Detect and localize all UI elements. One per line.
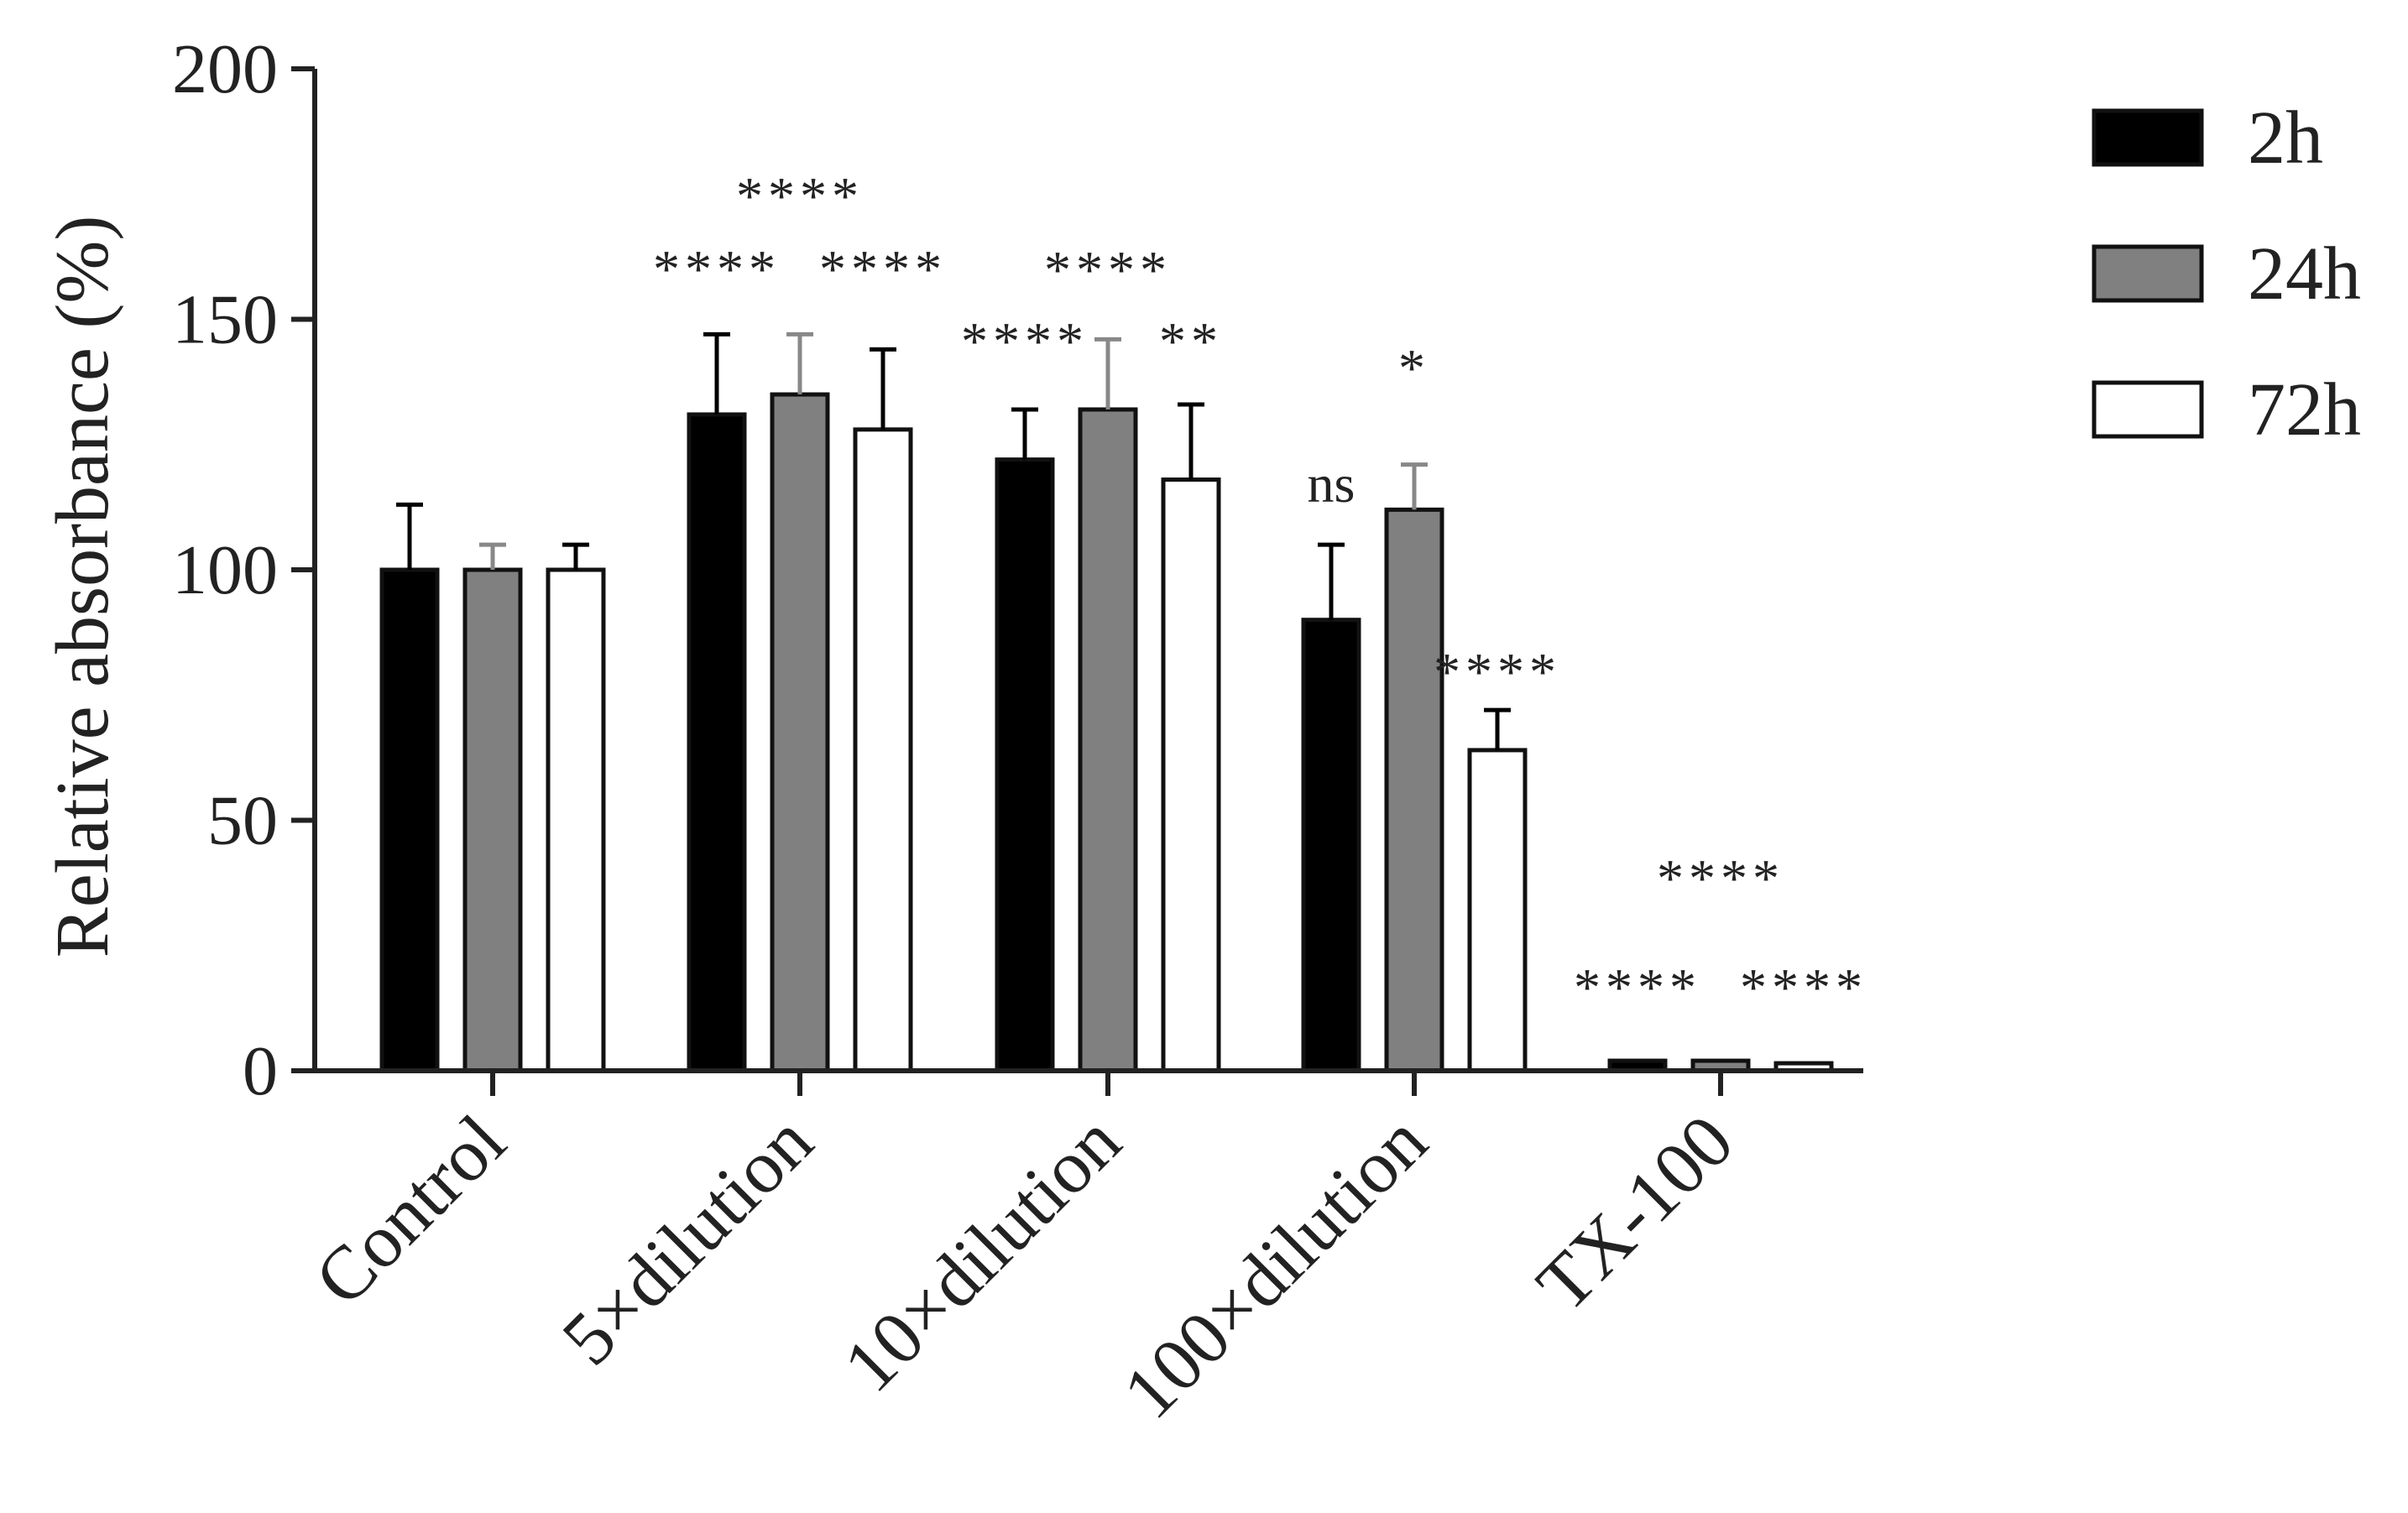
x-tick-label-10-dilution: 10×dilution xyxy=(828,1099,1137,1408)
x-tick-label-tx-100: TX-100 xyxy=(1522,1099,1749,1327)
error-bars-group xyxy=(396,331,1511,750)
bar-10-dilution-2h xyxy=(995,457,1055,1073)
legend: 2h 24h 72h xyxy=(2092,97,2361,451)
significance-10-dilution-2h: **** xyxy=(961,311,1089,371)
significance-100-dilution-2h: ns xyxy=(1308,454,1355,514)
significance-10-dilution-72h: ** xyxy=(1159,311,1223,371)
significance-tx-100-72h: **** xyxy=(1740,957,1867,1017)
legend-swatch-24h xyxy=(2092,244,2204,303)
y-tick-label-150: 150 xyxy=(172,281,278,359)
bar-100-dilution-24h xyxy=(1384,507,1444,1073)
y-tick-label-100: 100 xyxy=(172,531,278,609)
x-tick-label-5-dilution: 5×dilution xyxy=(546,1099,828,1381)
bar-100-dilution-2h xyxy=(1301,618,1361,1073)
bar-100-dilution-72h xyxy=(1467,748,1528,1073)
y-tick-label-50: 50 xyxy=(207,782,278,860)
bar-control-2h xyxy=(379,567,440,1073)
x-tick-label-control: Control xyxy=(300,1099,521,1321)
x-tick-label-100-dilution: 100×dilution xyxy=(1108,1099,1443,1434)
legend-label-24h: 24h xyxy=(2248,232,2361,316)
legend-label-72h: 72h xyxy=(2248,368,2361,451)
bar-10-dilution-24h xyxy=(1078,407,1138,1073)
y-axis-title: Relative absorbance (%) xyxy=(41,216,124,958)
significance-group: **********************ns****************… xyxy=(653,166,1867,1017)
y-tick-label-200: 200 xyxy=(172,30,278,108)
significance-5-dilution-24h: **** xyxy=(736,166,864,226)
significance-tx-100-2h: **** xyxy=(1574,957,1701,1017)
bar-5-dilution-72h xyxy=(853,427,913,1073)
significance-100-dilution-72h: **** xyxy=(1434,642,1561,702)
bar-10-dilution-72h xyxy=(1161,477,1221,1073)
legend-label-2h: 2h xyxy=(2248,97,2323,180)
significance-100-dilution-24h: * xyxy=(1398,338,1430,398)
significance-5-dilution-2h: **** xyxy=(653,239,781,299)
significance-tx-100-24h: **** xyxy=(1657,848,1784,908)
bar-5-dilution-2h xyxy=(687,412,747,1073)
significance-10-dilution-24h: **** xyxy=(1044,240,1172,300)
y-tick-label-0: 0 xyxy=(243,1032,278,1110)
bar-5-dilution-24h xyxy=(770,392,830,1073)
significance-5-dilution-72h: **** xyxy=(819,239,947,299)
legend-swatch-2h xyxy=(2092,108,2204,167)
bar-control-72h xyxy=(546,567,606,1073)
legend-swatch-72h xyxy=(2092,380,2204,439)
axes-group: 0 50 100 150 200 Control 5×dilution 10×dilution… xyxy=(41,30,1863,1434)
bar-control-24h xyxy=(462,567,523,1073)
